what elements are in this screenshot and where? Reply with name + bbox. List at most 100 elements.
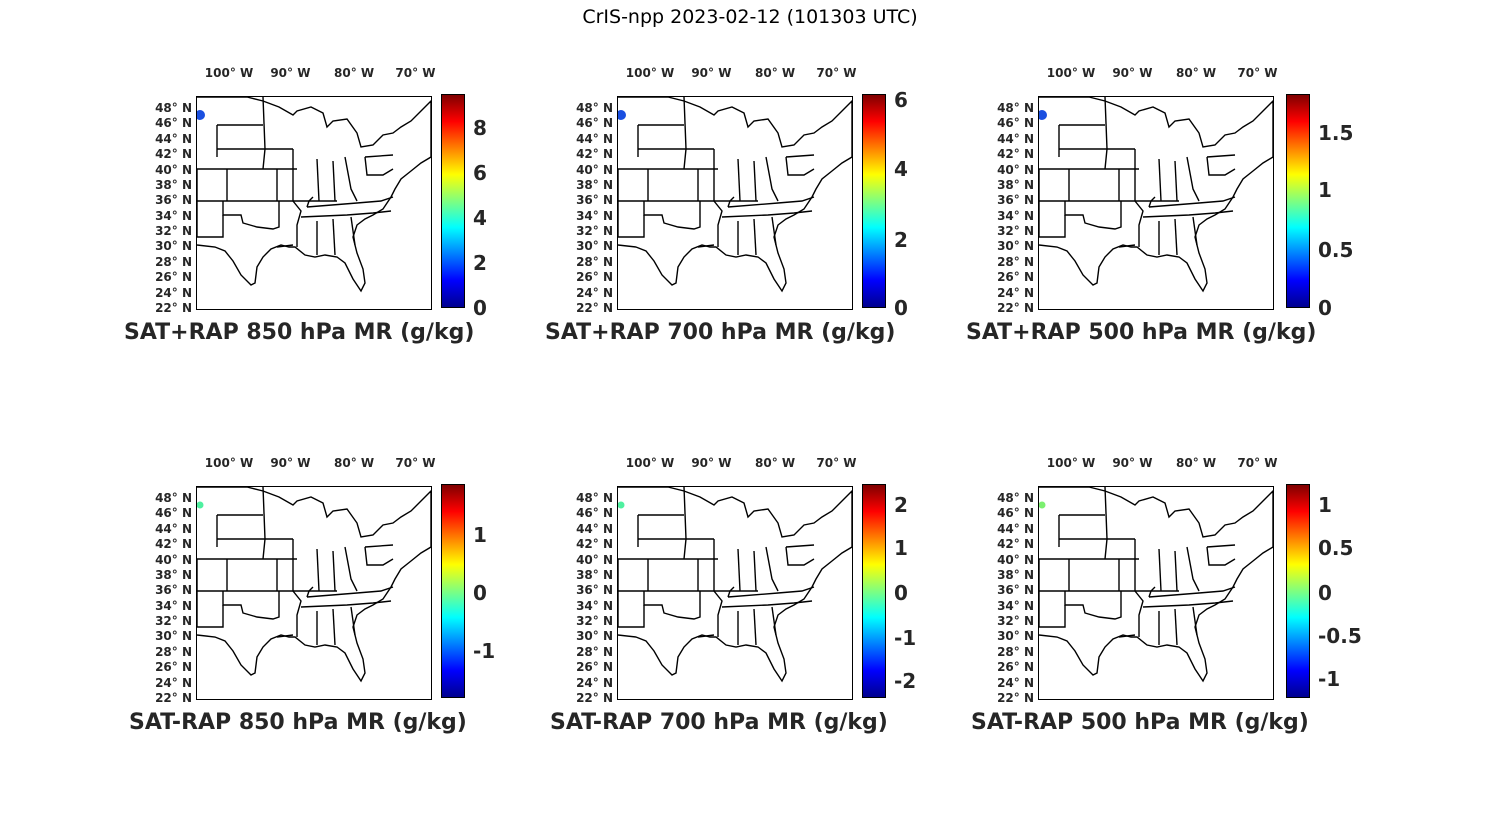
state-border [1148, 586, 1156, 598]
latitude-tick-label: 22° N [997, 301, 1034, 315]
state-border [364, 154, 394, 158]
latitude-tick-label: 40° N [576, 162, 613, 177]
longitude-tick-label: 80° W [755, 66, 796, 80]
colorbar-ticks: 8 6 4 2 0 [473, 94, 563, 320]
coastline [197, 97, 431, 293]
state-border [1158, 158, 1162, 202]
colorbar [441, 484, 465, 698]
latitude-tick-label: 40° N [155, 162, 192, 177]
state-border [332, 550, 336, 592]
latitude-tick-label: 34° N [155, 598, 192, 613]
latitude-tick-label: 42° N [576, 147, 613, 162]
state-border [332, 608, 336, 646]
latitude-tick-label: 36° N [155, 193, 192, 208]
colorbar-tick-label: -1 [1318, 666, 1341, 691]
colorbar-tick-label: 0.5 [1318, 238, 1354, 263]
longitude-tick-label: 70° W [816, 66, 857, 80]
latitude-tick-label: 22° N [576, 691, 613, 705]
colorbar-gradient [863, 95, 885, 307]
latitude-tick-label: 30° N [997, 629, 1034, 644]
latitude-tick-label: 42° N [997, 537, 1034, 552]
state-border [1064, 201, 1122, 230]
state-border [618, 201, 645, 238]
state-border [1206, 544, 1236, 548]
state-border [344, 546, 358, 592]
state-border [1186, 546, 1200, 592]
colorbar-tick-label: 0.5 [1318, 536, 1354, 561]
state-border [300, 210, 392, 218]
state-border [683, 487, 687, 560]
state-border [1039, 591, 1066, 628]
longitude-tick-label: 100° W [625, 456, 675, 470]
state-border [1104, 487, 1108, 560]
longitude-tick-label: 80° W [334, 456, 375, 470]
latitude-tick-label: 36° N [997, 583, 1034, 598]
state-border [1174, 608, 1178, 646]
colorbar-tick-label: -2 [894, 668, 917, 693]
colorbar-tick-label: -0.5 [1318, 623, 1362, 648]
latitude-tick-label: 38° N [997, 567, 1034, 582]
state-border [697, 634, 715, 638]
state-border [1064, 591, 1122, 620]
state-border [306, 196, 314, 208]
us-map [1038, 96, 1274, 310]
latitude-tick-label: 34° N [576, 598, 613, 613]
latitude-tick-label: 38° N [997, 177, 1034, 192]
colorbar-tick-label: 2 [894, 227, 908, 252]
state-border [1192, 216, 1198, 246]
state-border [721, 600, 813, 608]
longitude-tick-label: 100° W [625, 66, 675, 80]
state-border [276, 244, 294, 248]
longitude-tick-label: 90° W [1112, 66, 1153, 80]
state-border [753, 160, 757, 202]
colorbar-tick-label: 0 [473, 581, 487, 606]
latitude-labels: 48° N 46° N 44° N 42° N 40° N 38° N 36° N 34° N… [144, 486, 192, 704]
state-border [197, 591, 224, 628]
state-boundaries [618, 487, 852, 683]
colorbar [1286, 484, 1310, 698]
latitude-tick-label: 42° N [155, 537, 192, 552]
latitude-tick-label: 46° N [997, 506, 1034, 521]
colorbar-tick-label: 2 [894, 493, 908, 518]
latitude-tick-label: 26° N [576, 660, 613, 675]
latitude-tick-label: 34° N [576, 208, 613, 223]
state-border [1206, 156, 1236, 176]
longitude-tick-label: 80° W [1176, 456, 1217, 470]
colorbar-gradient [1287, 485, 1309, 697]
observation-marker [618, 501, 625, 509]
state-border [364, 546, 394, 566]
colorbar-ticks: 1.5 1 0.5 0 [1318, 94, 1408, 320]
state-border [300, 600, 392, 608]
latitude-tick-label: 44° N [576, 521, 613, 536]
latitude-tick-label: 28° N [997, 644, 1034, 659]
latitude-tick-label: 46° N [155, 506, 192, 521]
state-border [306, 586, 314, 598]
state-border [1186, 156, 1200, 202]
colorbar-tick-label: 1 [473, 523, 487, 548]
latitude-tick-label: 28° N [155, 254, 192, 269]
latitude-tick-label: 34° N [997, 208, 1034, 223]
latitude-tick-label: 44° N [997, 521, 1034, 536]
latitude-tick-label: 42° N [576, 537, 613, 552]
longitude-tick-label: 80° W [1176, 66, 1217, 80]
longitude-tick-label: 70° W [816, 456, 857, 470]
longitude-tick-label: 100° W [204, 456, 254, 470]
latitude-tick-label: 38° N [576, 177, 613, 192]
latitude-labels: 48° N 46° N 44° N 42° N 40° N 38° N 36° N 34° N… [986, 96, 1034, 314]
state-border [1118, 634, 1136, 638]
latitude-labels: 48° N 46° N 44° N 42° N 40° N 38° N 36° N 34° N… [565, 96, 613, 314]
state-border [1118, 244, 1136, 248]
colorbar-tick-label: 0 [894, 296, 908, 320]
latitude-tick-label: 48° N [576, 101, 613, 115]
colorbar-tick-label: 1.5 [1318, 120, 1354, 145]
longitude-tick-label: 80° W [334, 66, 375, 80]
colorbar-tick-label: 0 [473, 296, 487, 320]
state-border [276, 634, 294, 638]
longitude-tick-label: 90° W [270, 456, 311, 470]
latitude-tick-label: 36° N [997, 193, 1034, 208]
latitude-tick-label: 28° N [997, 254, 1034, 269]
latitude-tick-label: 44° N [997, 131, 1034, 146]
colorbar-gradient [442, 95, 464, 307]
colorbar-tick-label: 6 [894, 88, 908, 113]
state-border [737, 548, 741, 592]
